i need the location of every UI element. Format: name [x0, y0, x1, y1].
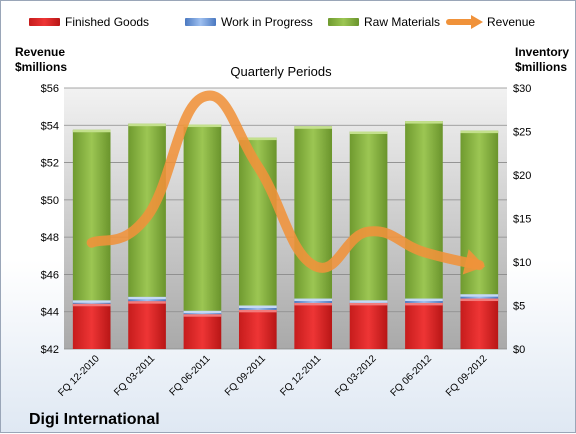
right-axis-title-line2: $millions [515, 60, 567, 74]
legend-item-work-in-progress: Work in Progress [185, 15, 313, 29]
bar-raw-materials-top [128, 124, 166, 127]
bar-raw-materials-top [184, 125, 222, 128]
category-label: FQ 03-2012 [333, 353, 379, 399]
left-axis-tick-label: $42 [41, 344, 59, 356]
bar-finished-goods [128, 301, 166, 349]
left-axis-tick-label: $54 [41, 120, 59, 132]
bar-raw-materials [405, 121, 443, 298]
bar-work-in-progress-top [128, 297, 166, 300]
left-axis-tick-label: $52 [41, 158, 59, 170]
bar-work-in-progress-top [73, 300, 111, 303]
left-axis-tick-label: $44 [41, 307, 59, 319]
bar-finished-goods-top [350, 303, 388, 306]
category-label: FQ 09-2012 [444, 353, 490, 399]
bar-raw-materials-top [73, 130, 111, 133]
legend-item-finished-goods: Finished Goods [29, 15, 149, 29]
bar-work-in-progress-top [184, 311, 222, 314]
bar-work-in-progress-top [350, 300, 388, 303]
bar-raw-materials [73, 130, 111, 301]
category-label: FQ 06-2012 [389, 353, 435, 399]
category-label: FQ 06-2011 [168, 353, 213, 398]
bar-raw-materials [184, 125, 222, 311]
right-axis-tick-label: $5 [513, 301, 525, 313]
right-axis-tick-label: $15 [513, 214, 531, 226]
bar-finished-goods [405, 303, 443, 349]
bar-work-in-progress-top [460, 294, 498, 297]
left-axis-tick-label: $48 [41, 232, 59, 244]
left-axis-tick-label: $46 [41, 269, 59, 281]
bar-raw-materials-top [405, 121, 443, 124]
legend-arrow-revenue [471, 15, 483, 29]
category-label: FQ 12-2010 [56, 353, 102, 399]
legend: Finished Goods Work in Progress Raw Mate… [29, 15, 535, 29]
left-axis-title-line1: Revenue [15, 45, 65, 59]
company-name: Digi International [29, 411, 160, 428]
bar-finished-goods-top [405, 303, 443, 306]
right-axis-tick-label: $10 [513, 257, 531, 269]
legend-label-raw-materials: Raw Materials [364, 15, 440, 29]
bar-raw-materials-top [460, 131, 498, 134]
bar-finished-goods [73, 304, 111, 349]
left-axis-tick-label: $50 [41, 195, 59, 207]
right-axis-ticks: $0 $5 $10 $15 $20 $25 $30 [513, 83, 531, 356]
legend-item-raw-materials: Raw Materials [328, 15, 440, 29]
bar-raw-materials-top [350, 132, 388, 135]
legend-swatch-raw-materials [328, 18, 359, 26]
right-axis-tick-label: $25 [513, 127, 531, 139]
left-axis-ticks: $42 $44 $46 $48 $50 $52 $54 $56 [41, 83, 59, 356]
bar-raw-materials [350, 132, 388, 301]
bar-finished-goods-top [184, 314, 222, 317]
category-label: FQ 12-2011 [278, 353, 323, 398]
bar-finished-goods [350, 303, 388, 349]
legend-label-work-in-progress: Work in Progress [221, 15, 313, 29]
bar-finished-goods [294, 303, 332, 349]
bar-raw-materials-top [294, 126, 332, 129]
left-axis-tick-label: $56 [41, 83, 59, 95]
bar-finished-goods-top [239, 310, 277, 313]
bar-work-in-progress-top [294, 299, 332, 302]
bar-finished-goods-top [460, 299, 498, 302]
legend-item-revenue: Revenue [449, 15, 535, 29]
legend-label-revenue: Revenue [487, 15, 535, 29]
right-axis-title-line1: Inventory [515, 45, 569, 59]
bar-finished-goods-top [73, 304, 111, 307]
left-axis-title-line2: $millions [15, 60, 67, 74]
bar-finished-goods [184, 314, 222, 349]
bar-finished-goods-top [294, 303, 332, 306]
bar-work-in-progress-top [405, 299, 443, 302]
right-axis-tick-label: $0 [513, 344, 525, 356]
bar-finished-goods [239, 310, 277, 349]
legend-swatch-work-in-progress [185, 18, 216, 26]
right-axis-tick-label: $30 [513, 83, 531, 95]
bar-work-in-progress-top [239, 306, 277, 309]
category-label: FQ 09-2011 [223, 353, 268, 398]
chart-title: Quarterly Periods [230, 64, 332, 79]
bar-finished-goods [460, 299, 498, 349]
right-axis-tick-label: $20 [513, 170, 531, 182]
legend-swatch-finished-goods [29, 18, 60, 26]
bar-raw-materials [294, 126, 332, 298]
category-label: FQ 03-2011 [112, 353, 157, 398]
bar-finished-goods-top [128, 301, 166, 304]
legend-label-finished-goods: Finished Goods [65, 15, 149, 29]
